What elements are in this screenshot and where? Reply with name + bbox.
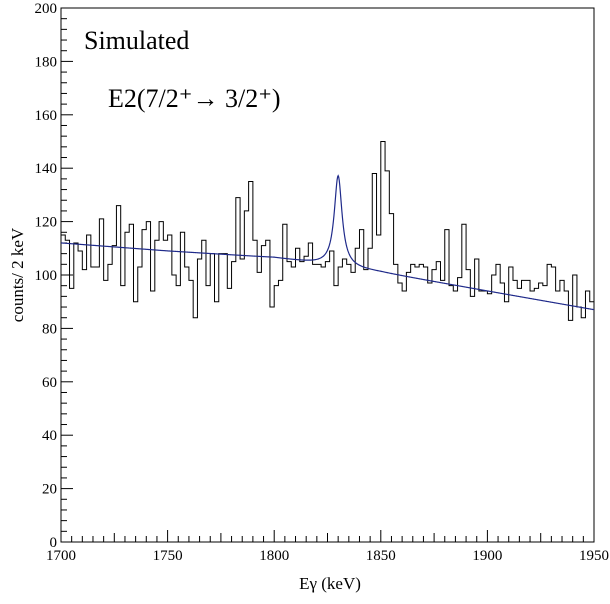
y-tick-label: 40 [42,428,57,444]
y-tick-label: 0 [50,535,58,551]
y-axis-ticks [61,7,73,543]
y-axis-tick-labels: 0 20 40 60 80 100 120 140 160 180 200 [35,1,58,551]
histogram-series [61,141,594,321]
y-tick-label: 100 [35,268,58,284]
x-tick-label: 1900 [472,548,502,564]
x-axis-ticks [60,530,595,542]
x-tick-label: 1700 [46,548,76,564]
x-axis-tick-labels: 1700 1750 1800 1850 1900 1950 [46,548,609,564]
y-tick-label: 140 [35,161,58,177]
y-tick-label: 80 [42,321,57,337]
fit-curve-series [60,174,595,311]
x-tick-label: 1950 [579,548,609,564]
simulated-label: Simulated [84,26,189,55]
y-tick-label: 200 [35,1,58,17]
y-tick-label: 20 [42,482,57,498]
transition-label: E2(7/2⁺→ 3/2⁺) [108,84,281,113]
x-tick-label: 1750 [153,548,183,564]
x-tick-label: 1800 [259,548,289,564]
x-tick-label: 1850 [366,548,396,564]
y-tick-label: 160 [35,108,58,124]
y-tick-label: 180 [35,54,58,70]
y-tick-label: 120 [35,215,58,231]
y-axis-title: counts/ 2 keV [8,227,27,322]
y-tick-label: 60 [42,375,57,391]
x-axis-title: Eγ (keV) [299,574,361,593]
